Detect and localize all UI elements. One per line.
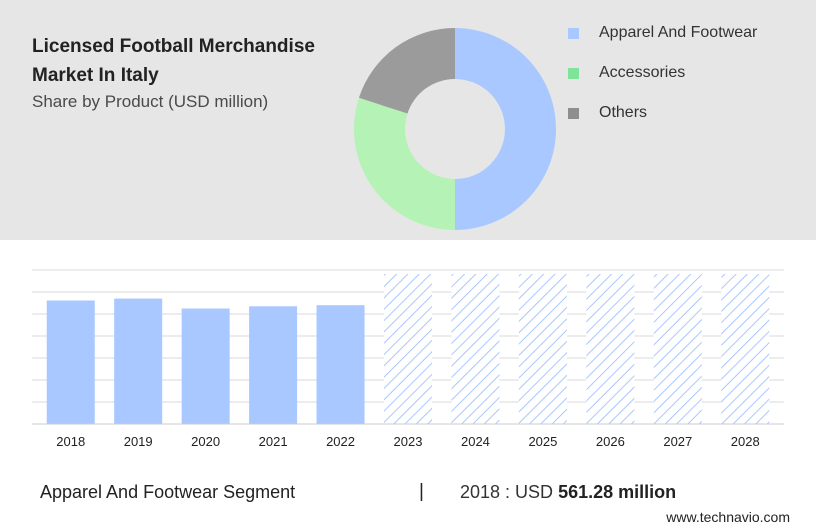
footer-highlight-value: 561.28 million [558, 482, 677, 502]
x-tick-label: 2025 [528, 434, 557, 449]
x-tick-label: 2021 [259, 434, 288, 449]
donut-slice-apparel [455, 28, 556, 230]
legend-label-others: Others [599, 104, 648, 121]
bar-chart-svg: 2018 2019 2020 2021 2022 2023 2024 2025 2026 2027… [32, 269, 784, 449]
x-tick-label: 2028 [731, 434, 760, 449]
legend-item-accessories: Accessories [568, 64, 685, 82]
forecast-bar-2028 [721, 274, 770, 424]
x-tick-label: 2023 [394, 434, 423, 449]
footer-value: 2018 : USD 561.28 million [460, 482, 676, 503]
legend-label-apparel: Apparel And Footwear [599, 24, 758, 41]
footer-divider: | [419, 481, 424, 502]
chart-title: Licensed Football Merchandise Market In … [32, 36, 315, 86]
donut-slice-accessories [354, 97, 455, 231]
forecast-bar-2026 [586, 274, 635, 424]
donut-svg [354, 28, 556, 231]
forecast-bar-2027 [653, 274, 702, 424]
legend-swatch-apparel [568, 27, 579, 39]
legend-label-accessories: Accessories [599, 64, 686, 81]
legend-swatch-others [568, 107, 579, 119]
bar-2020 [181, 308, 230, 424]
x-tick-label: 2019 [124, 434, 153, 449]
legend-item-others: Others [568, 104, 647, 122]
x-tick-label: 2024 [461, 434, 490, 449]
donut-chart [350, 24, 560, 234]
footer-year-prefix: 2018 : USD [460, 482, 554, 502]
footer-segment-label: Apparel And Footwear Segment [40, 482, 296, 502]
legend-item-apparel: Apparel And Footwear [568, 24, 757, 42]
forecast-bar-2024 [451, 274, 500, 424]
x-tick-label: 2027 [663, 434, 692, 449]
forecast-bar-2025 [518, 274, 567, 424]
bar-2022 [316, 305, 365, 424]
x-tick-label: 2020 [191, 434, 220, 449]
bar-chart: 2018 2019 2020 2021 2022 2023 2024 2025 2026 2027… [0, 240, 816, 470]
bar-2021 [249, 306, 298, 424]
site-url[interactable]: www.technavio.com [666, 509, 790, 525]
chart-subtitle: Share by Product (USD million) [32, 92, 269, 111]
x-tick-label: 2018 [56, 434, 85, 449]
bar-2019 [114, 298, 163, 424]
legend-swatch-accessories [568, 67, 579, 79]
x-tick-label: 2026 [596, 434, 625, 449]
x-tick-label: 2022 [326, 434, 355, 449]
donut-slice-others [358, 28, 455, 114]
forecast-bar-2023 [384, 274, 432, 424]
bar-2018 [46, 300, 95, 424]
